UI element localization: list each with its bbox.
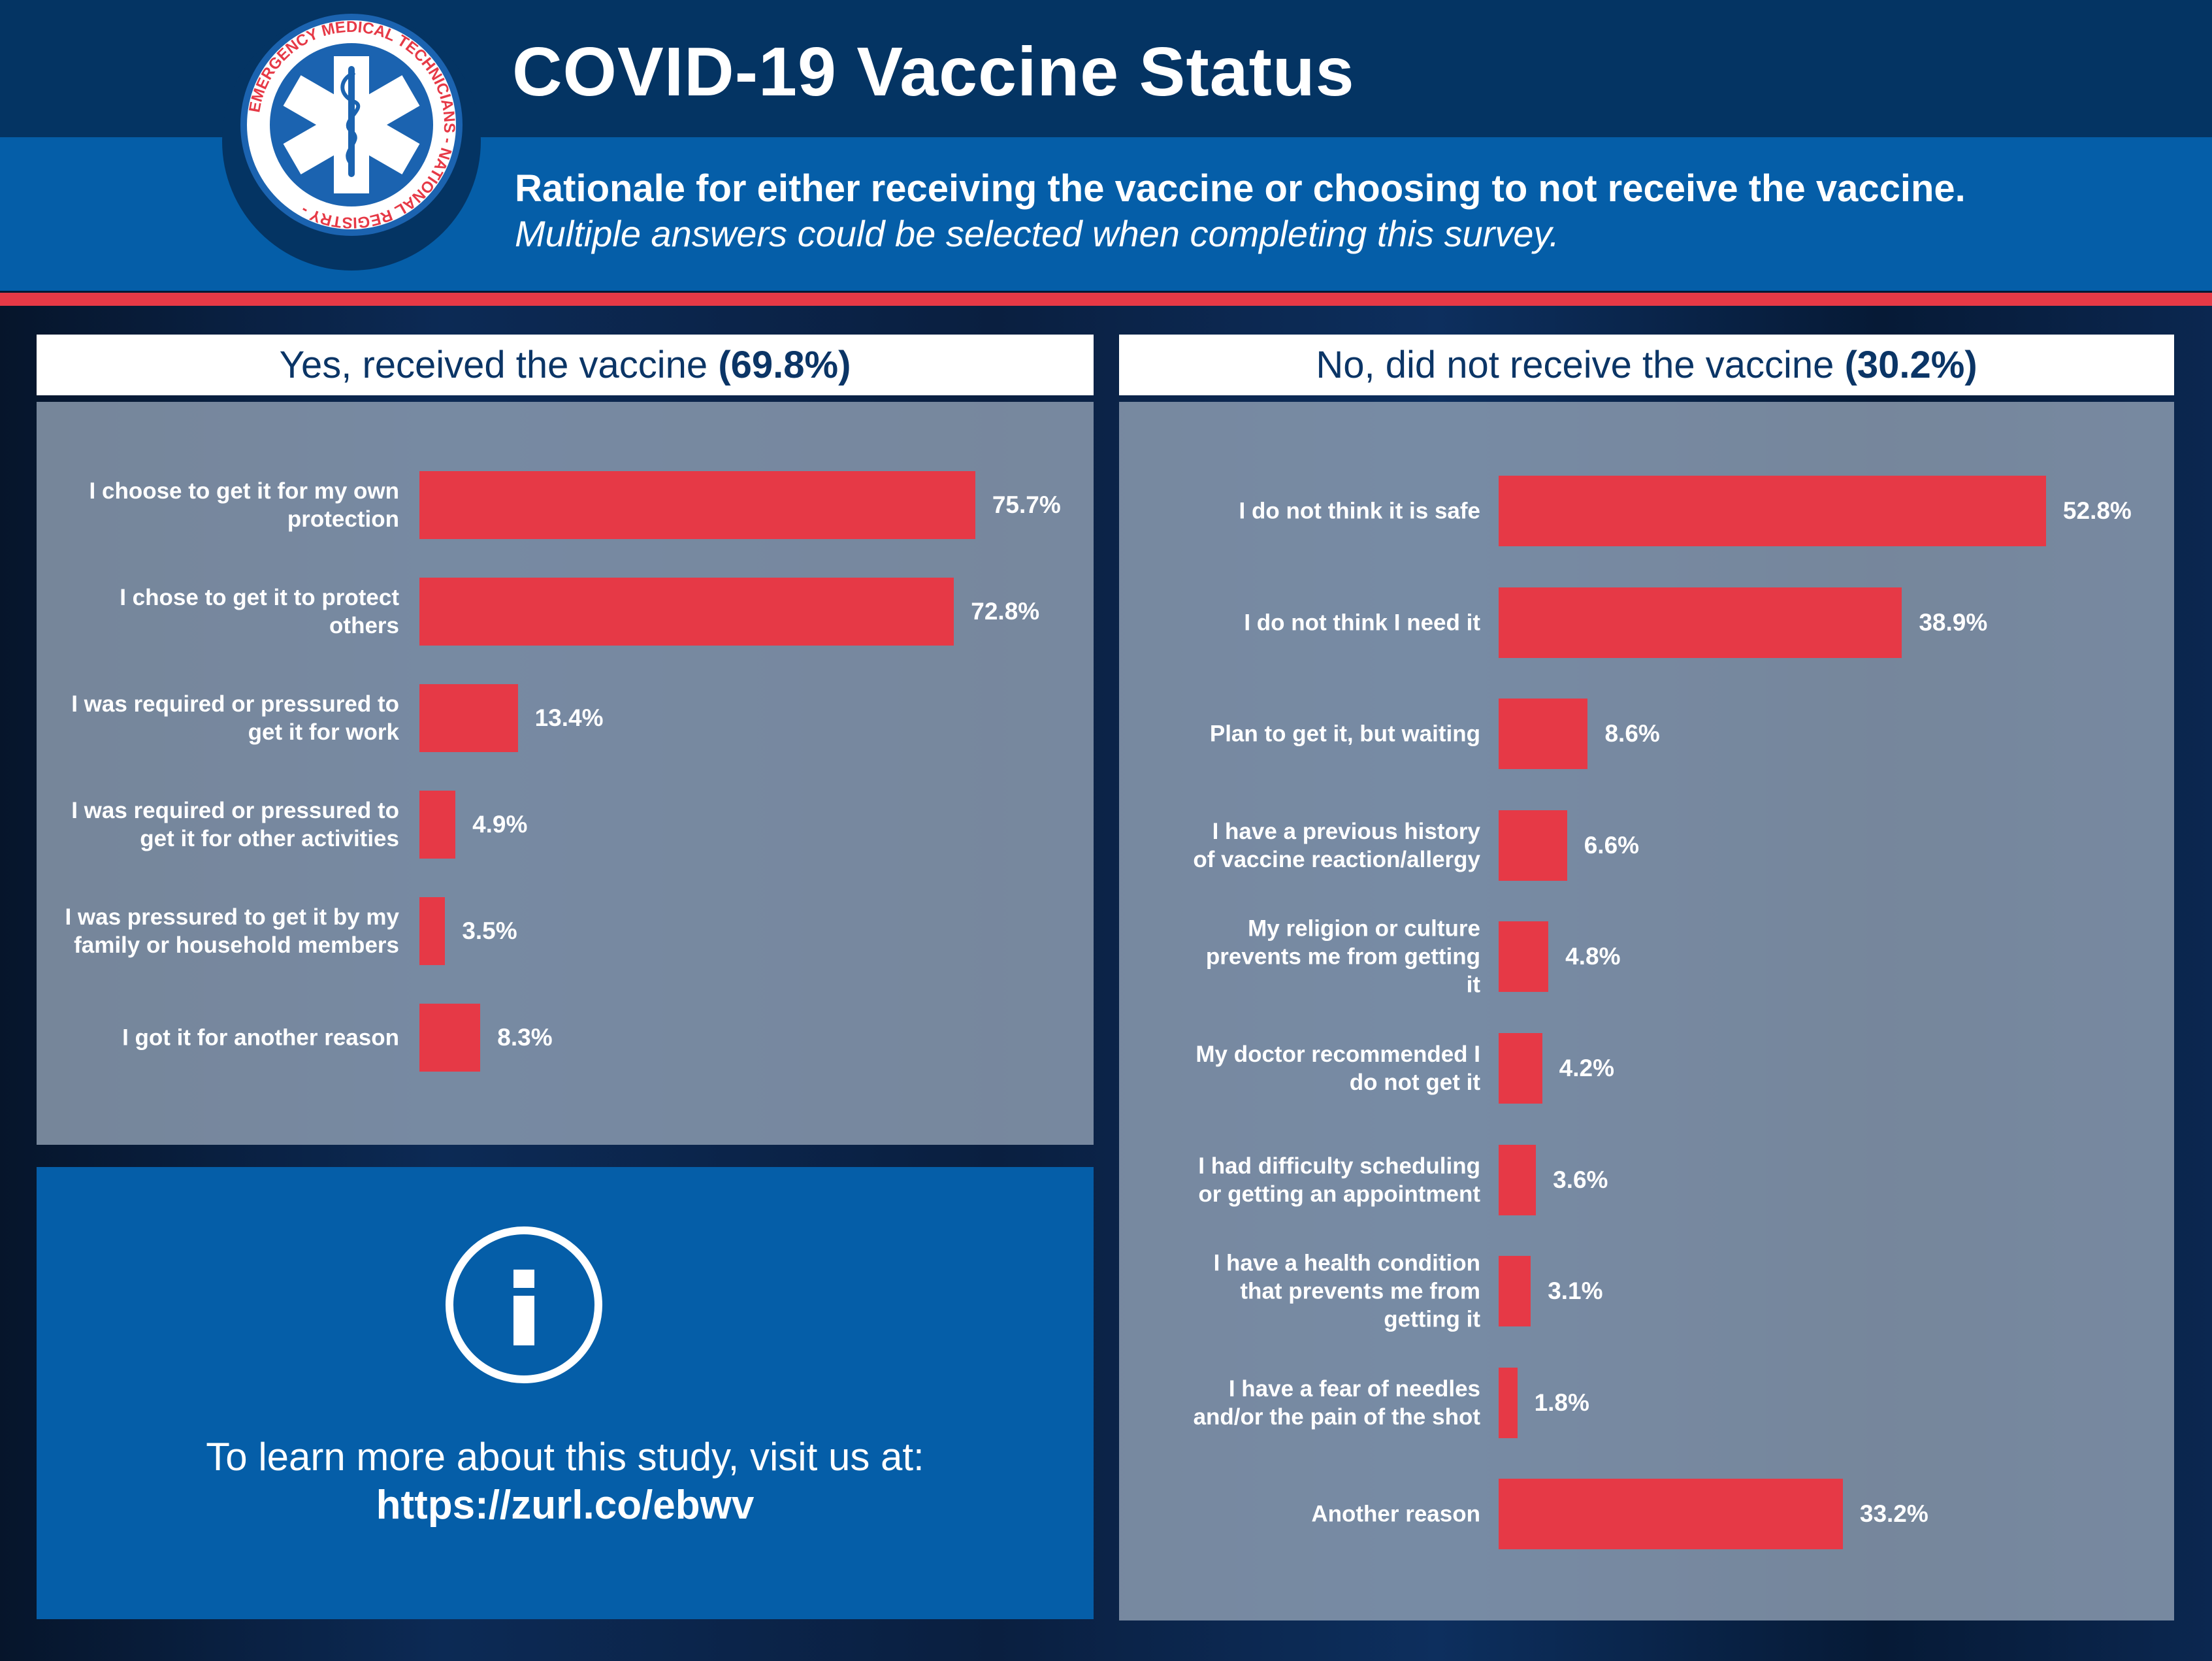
yes-bar: [419, 471, 975, 539]
divider: [0, 293, 2212, 306]
no-bar: [1499, 1033, 1542, 1104]
yes-value-label: 72.8%: [971, 598, 1040, 625]
yes-panel-header: Yes, received the vaccine (69.8%): [37, 335, 1094, 395]
yes-bar: [419, 1004, 481, 1072]
yes-title: Yes, received the vaccine: [279, 344, 708, 386]
yes-category-label: I got it for another reason: [122, 1025, 399, 1051]
no-value-label: 52.8%: [2062, 497, 2132, 524]
no-category-label: I have a previous history of vaccine rea…: [1193, 818, 1480, 872]
yes-bar: [419, 578, 954, 646]
no-category-label: I do not think I need it: [1244, 610, 1480, 636]
yes-value-label: 4.9%: [472, 811, 528, 838]
no-category-label: My religion or culture prevents me from …: [1205, 915, 1480, 998]
yes-category-label: I was pressured to get it by my family o…: [65, 904, 399, 958]
no-value-label: 3.1%: [1548, 1277, 1603, 1305]
no-bar: [1499, 1479, 1843, 1550]
yes-value-label: 75.7%: [992, 491, 1061, 518]
no-category-label: I do not think it is safe: [1239, 498, 1480, 524]
no-value-label: 33.2%: [1859, 1500, 1928, 1528]
yes-value-label: 13.4%: [534, 704, 604, 731]
no-bar: [1499, 921, 1549, 993]
no-value-label: 38.9%: [1919, 608, 1988, 636]
yes-bar: [419, 897, 446, 965]
no-bar: [1499, 1367, 1518, 1438]
no-bar: [1499, 810, 1567, 881]
no-category-label: Plan to get it, but waiting: [1209, 721, 1480, 747]
no-category-label: I had difficulty scheduling or getting a…: [1198, 1153, 1480, 1207]
yes-category-label: I was required or pressured to get it fo…: [71, 798, 399, 851]
no-category-label: I have a health condition that prevents …: [1213, 1250, 1480, 1332]
no-panel-header: No, did not receive the vaccine (30.2%): [1119, 335, 2174, 395]
yes-percent: (69.8%): [718, 344, 851, 386]
no-value-label: 6.6%: [1584, 831, 1640, 859]
page-title: COVID-19 Vaccine Status: [512, 33, 1355, 110]
yes-category-label: I choose to get it for my own protection: [89, 478, 399, 532]
no-value-label: 4.8%: [1565, 943, 1621, 970]
info-text: To learn more about this study, visit us…: [206, 1435, 924, 1479]
yes-bar: [419, 791, 456, 859]
no-category-label: My doctor recommended I do not get it: [1195, 1042, 1480, 1095]
no-bar: [1499, 1144, 1537, 1215]
yes-bar: [419, 684, 518, 752]
no-value-label: 4.2%: [1559, 1055, 1614, 1081]
no-value-label: 1.8%: [1534, 1389, 1589, 1416]
survey-note: Multiple answers could be selected when …: [515, 213, 1559, 254]
no-bar: [1499, 587, 1902, 658]
study-link[interactable]: https://zurl.co/ebwv: [376, 1483, 755, 1528]
no-bar: [1499, 1256, 1531, 1327]
info-icon: [446, 1226, 602, 1383]
yes-value-label: 3.5%: [462, 917, 517, 944]
no-percent: (30.2%): [1844, 344, 1977, 386]
subtitle: Rationale for either receiving the vacci…: [515, 167, 1966, 210]
no-bar: [1499, 699, 1588, 770]
no-title: No, did not receive the vaccine: [1316, 344, 1834, 386]
no-chart-panel: [1119, 402, 2174, 1620]
no-category-label: I have a fear of needles and/or the pain…: [1193, 1375, 1480, 1430]
yes-category-label: I chose to get it to protect others: [120, 585, 399, 638]
no-value-label: 8.6%: [1604, 720, 1660, 748]
no-bar: [1499, 476, 2046, 546]
yes-value-label: 8.3%: [497, 1024, 553, 1051]
no-category-label: Another reason: [1311, 1501, 1480, 1527]
nremt-logo: EMERGENCY MEDICAL TECHNICIANS - NATIONAL…: [222, 12, 481, 271]
yes-category-label: I was required or pressured to get it fo…: [71, 691, 399, 745]
no-value-label: 3.6%: [1553, 1166, 1608, 1193]
